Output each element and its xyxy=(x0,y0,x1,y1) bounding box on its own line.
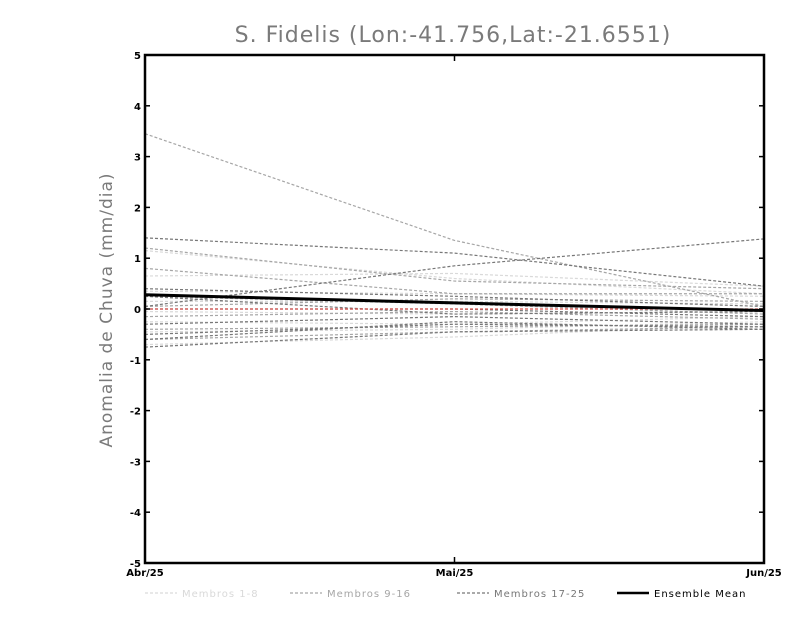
member-line-17-25-21 xyxy=(145,308,765,318)
member-line-17-25-22 xyxy=(144,316,765,325)
member-line-9-16-16 xyxy=(144,326,765,341)
member-line-9-16-9 xyxy=(144,133,765,308)
member-line-17-25-20 xyxy=(144,295,765,315)
legend: Membros 1-8 Membros 9-16 Membros 17-25 Ense… xyxy=(145,589,746,600)
member-line-9-16-10 xyxy=(144,247,765,290)
legend-label: Membros 1-8 xyxy=(182,589,259,600)
x-tick-label: Mai/25 xyxy=(436,568,474,579)
y-tick-label: 2 xyxy=(134,203,141,214)
x-tick-label: Jun/25 xyxy=(745,568,782,579)
y-tick-label: 5 xyxy=(134,51,141,62)
member-line-9-16-15 xyxy=(144,323,765,330)
member-line-9-16-13 xyxy=(144,298,765,308)
y-tick-label: -3 xyxy=(130,457,141,468)
y-tick-label: -4 xyxy=(130,508,141,519)
y-tick-label: 4 xyxy=(134,102,141,113)
series-layer xyxy=(144,133,765,348)
member-line-1-8-3 xyxy=(144,290,765,297)
legend-label: Membros 17-25 xyxy=(494,589,585,600)
y-tick-label: 0 xyxy=(134,305,141,316)
member-line-1-8-1 xyxy=(144,249,765,295)
y-tick-label: 1 xyxy=(134,254,141,265)
ensemble-mean-line xyxy=(144,293,765,313)
member-line-1-8-6 xyxy=(144,316,765,325)
member-line-17-25-19 xyxy=(144,288,765,308)
member-line-17-25-25 xyxy=(144,328,765,348)
member-line-9-16-12 xyxy=(144,295,765,315)
member-line-17-25-24 xyxy=(144,321,765,341)
member-line-9-16-14 xyxy=(144,310,765,320)
member-line-1-8-7 xyxy=(144,321,765,333)
member-line-17-25-23 xyxy=(144,323,765,335)
member-line-17-25-18 xyxy=(144,238,765,308)
member-line-17-25-17 xyxy=(144,237,765,287)
y-tick-layer: 5 4 3 2 1 0 -1 -2 -3 -4 -5 xyxy=(130,51,764,570)
y-tick-label: -1 xyxy=(130,356,141,367)
x-tick-label: Abr/25 xyxy=(126,568,163,579)
legend-label: Ensemble Mean xyxy=(654,589,746,600)
y-tick-label: 3 xyxy=(134,153,141,164)
x-tick-layer: Abr/25 Mai/25 Jun/25 xyxy=(126,55,782,579)
y-tick-label: -5 xyxy=(130,559,141,570)
chart-title: S. Fidelis (Lon:-41.756,Lat:-21.6551) xyxy=(235,23,672,48)
y-axis-label: Anomalia de Chuva (mm/dia) xyxy=(97,172,117,447)
member-line-1-8-2 xyxy=(144,272,765,287)
legend-label: Membros 9-16 xyxy=(327,589,411,600)
member-line-9-16-11 xyxy=(144,267,764,295)
y-tick-label: -2 xyxy=(130,407,141,418)
